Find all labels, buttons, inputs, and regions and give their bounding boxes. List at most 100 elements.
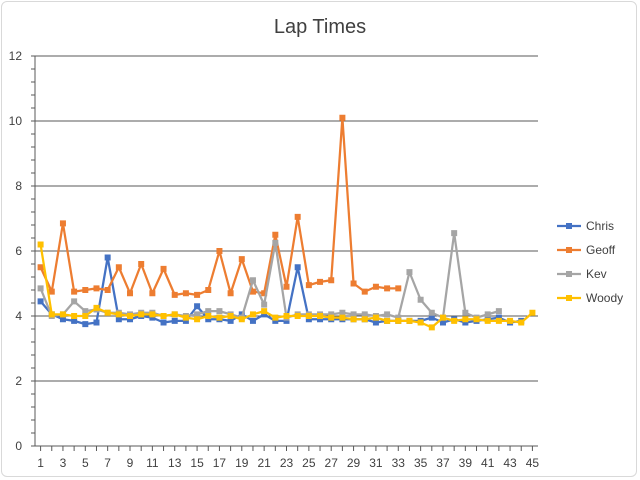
data-point-woody: [339, 314, 346, 321]
data-point-geoff: [249, 288, 256, 295]
x-tick-label: 37: [436, 456, 450, 470]
data-point-woody: [417, 319, 424, 326]
data-point-geoff: [350, 280, 357, 287]
data-point-kev: [395, 314, 402, 321]
data-point-kev: [37, 285, 44, 292]
data-point-woody: [93, 304, 100, 311]
data-point-woody: [384, 317, 391, 324]
data-point-kev: [428, 309, 435, 316]
data-point-woody: [372, 314, 379, 321]
legend-label: Woody: [586, 291, 623, 305]
x-tick-label: 11: [146, 456, 159, 470]
data-point-kev: [261, 301, 268, 308]
data-point-woody: [317, 313, 324, 319]
x-tick-label: 43: [503, 456, 517, 470]
x-tick-label: 33: [392, 456, 406, 470]
x-tick-label: 31: [369, 456, 383, 470]
data-point-chris: [317, 316, 324, 323]
data-point-woody: [395, 317, 402, 324]
legend-label: Chris: [586, 219, 614, 233]
data-point-woody: [283, 313, 290, 319]
data-point-kev: [216, 308, 223, 315]
data-point-kev: [484, 311, 491, 318]
data-point-geoff: [160, 265, 167, 272]
data-point-geoff: [82, 287, 89, 293]
x-tick-label: 1: [37, 456, 44, 470]
data-point-woody: [507, 317, 514, 324]
data-point-chris: [372, 319, 379, 326]
y-tick-label: 6: [15, 244, 22, 258]
data-point-chris: [104, 254, 111, 261]
data-point-woody: [149, 311, 156, 318]
data-point-woody: [294, 313, 301, 319]
data-point-woody: [216, 314, 223, 321]
data-point-chris: [283, 317, 290, 324]
y-tick-label: 2: [15, 374, 22, 388]
x-tick-label: 5: [82, 456, 89, 470]
data-point-woody: [37, 241, 44, 248]
legend: Chris Geoff Kev Woody: [557, 219, 623, 305]
x-tick-label: 35: [414, 456, 428, 470]
data-point-geoff: [283, 283, 290, 290]
x-tick-label: 13: [168, 456, 182, 470]
data-point-kev: [339, 309, 346, 316]
data-point-geoff: [372, 283, 379, 290]
series-group: [37, 114, 536, 331]
data-point-geoff: [294, 213, 301, 220]
data-point-chris: [160, 319, 167, 326]
data-point-woody: [529, 309, 536, 316]
data-point-kev: [417, 296, 424, 303]
data-point-chris: [428, 314, 435, 321]
data-point-geoff: [216, 248, 223, 254]
data-point-kev: [451, 230, 458, 237]
series-geoff: [37, 114, 402, 298]
data-point-geoff: [59, 220, 66, 227]
data-point-woody: [350, 316, 357, 323]
x-tick-label: 19: [235, 456, 249, 470]
data-point-geoff: [182, 290, 189, 297]
data-point-kev: [361, 311, 368, 318]
legend-swatch-marker: [566, 295, 572, 301]
y-tick-label: 12: [9, 49, 23, 63]
data-point-geoff: [115, 264, 122, 271]
data-point-geoff: [48, 288, 55, 295]
data-point-geoff: [317, 278, 324, 285]
data-point-geoff: [149, 290, 156, 297]
data-point-geoff: [71, 288, 78, 295]
data-point-kev: [328, 311, 335, 318]
data-point-chris: [272, 317, 279, 324]
series-woody: [37, 241, 536, 331]
data-point-kev: [462, 309, 469, 316]
data-point-geoff: [261, 290, 268, 297]
x-tick-label: 3: [60, 456, 67, 470]
x-tick-label: 21: [257, 456, 271, 470]
data-point-chris: [59, 316, 66, 323]
data-point-woody: [182, 314, 189, 321]
legend-label: Geoff: [586, 243, 616, 257]
data-point-geoff: [238, 256, 245, 263]
legend-item-woody: Woody: [557, 291, 623, 305]
legend-swatch-marker: [566, 247, 572, 253]
data-point-woody: [484, 317, 491, 324]
data-point-chris: [171, 317, 178, 324]
x-tick-label: 27: [325, 456, 339, 470]
data-point-chris: [82, 321, 89, 328]
data-point-woody: [127, 313, 134, 319]
x-tick-label: 45: [526, 456, 540, 470]
data-point-woody: [261, 308, 268, 315]
data-point-chris: [205, 316, 212, 323]
data-point-woody: [406, 317, 413, 324]
data-point-woody: [160, 313, 167, 319]
data-point-chris: [439, 319, 446, 326]
data-point-geoff: [395, 285, 402, 292]
data-point-woody: [104, 309, 111, 316]
legend-item-geoff: Geoff: [557, 243, 616, 257]
data-point-chris: [93, 319, 100, 326]
data-point-geoff: [194, 291, 201, 298]
data-point-kev: [495, 308, 502, 315]
data-point-woody: [115, 311, 122, 318]
x-tick-label: 9: [127, 456, 134, 470]
data-point-kev: [384, 311, 391, 318]
data-point-kev: [406, 269, 413, 276]
